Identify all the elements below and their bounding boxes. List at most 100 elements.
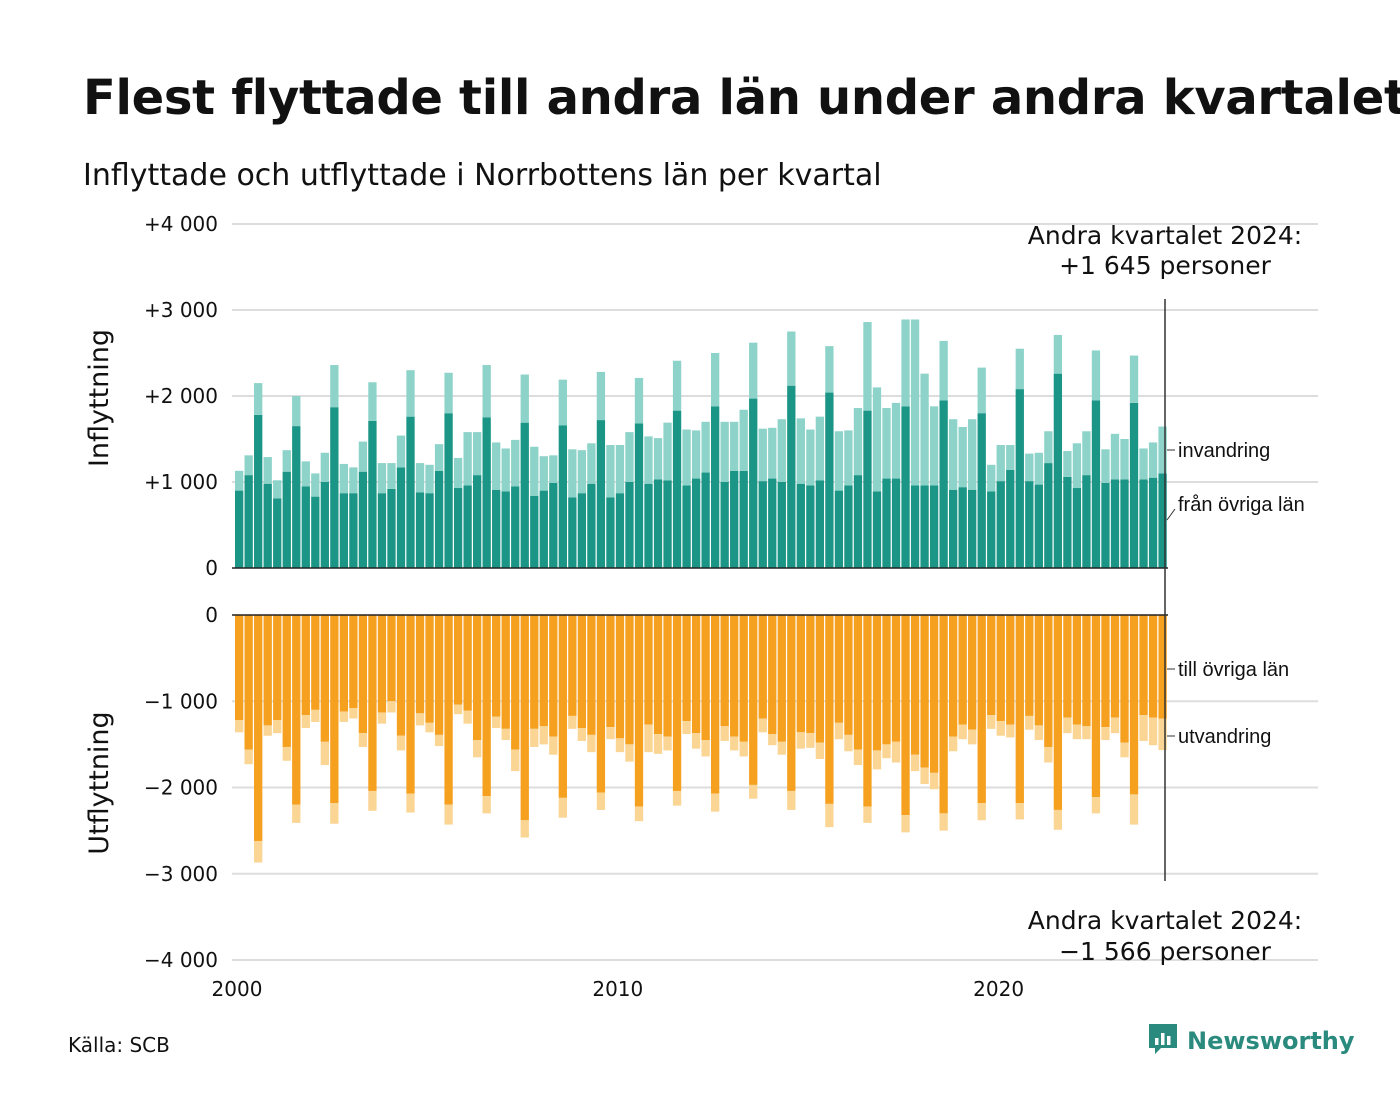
bar-utvandring xyxy=(273,720,282,734)
bar-fran-ovriga-lan xyxy=(263,483,272,568)
bar-till-ovriga-lan xyxy=(235,615,244,721)
bar-utvandring xyxy=(787,790,796,810)
bar-invandring xyxy=(615,445,625,494)
bar-invandring xyxy=(1025,453,1034,482)
bar-utvandring xyxy=(406,793,415,813)
bar-fran-ovriga-lan xyxy=(473,475,482,568)
utflyttning-bars xyxy=(235,615,1167,863)
bar-utvandring xyxy=(968,729,977,745)
bar-invandring xyxy=(739,409,748,471)
bar-till-ovriga-lan xyxy=(539,615,548,727)
bar-invandring xyxy=(910,319,920,486)
bar-invandring xyxy=(1129,355,1139,403)
bar-utvandring xyxy=(682,721,691,735)
bar-fran-ovriga-lan xyxy=(434,470,444,568)
bar-invandring xyxy=(282,450,291,472)
bar-fran-ovriga-lan xyxy=(358,471,368,568)
bar-till-ovriga-lan xyxy=(929,615,939,773)
bar-till-ovriga-lan xyxy=(968,615,977,730)
bar-utvandring xyxy=(292,804,301,823)
bar-till-ovriga-lan xyxy=(625,615,634,745)
bar-till-ovriga-lan xyxy=(701,615,710,741)
bar-utvandring xyxy=(358,733,368,747)
bar-fran-ovriga-lan xyxy=(453,488,463,568)
bar-utvandring xyxy=(996,721,1005,736)
bar-invandring xyxy=(558,379,567,426)
bar-invandring xyxy=(929,406,939,486)
bar-invandring xyxy=(577,450,587,494)
bar-utvandring xyxy=(254,840,263,863)
bar-fran-ovriga-lan xyxy=(806,485,815,568)
bar-fran-ovriga-lan xyxy=(1129,402,1139,568)
bar-till-ovriga-lan xyxy=(996,615,1005,722)
bar-till-ovriga-lan xyxy=(987,615,996,716)
bar-invandring xyxy=(834,431,844,491)
bar-invandring xyxy=(606,445,615,498)
bar-fran-ovriga-lan xyxy=(1091,400,1101,568)
bar-utvandring xyxy=(330,803,339,824)
bar-invandring xyxy=(1120,439,1129,480)
bar-invandring xyxy=(653,438,663,480)
bar-invandring xyxy=(625,432,634,482)
bar-fran-ovriga-lan xyxy=(596,420,606,568)
bar-invandring xyxy=(492,442,501,490)
axes xyxy=(232,567,1168,616)
bar-till-ovriga-lan xyxy=(473,615,482,741)
inflyttning-annotation-line1: Andra kvartalet 2024: xyxy=(1028,221,1302,250)
bar-fran-ovriga-lan xyxy=(1101,482,1110,568)
bar-fran-ovriga-lan xyxy=(568,497,577,568)
bar-invandring xyxy=(1044,431,1053,464)
bar-fran-ovriga-lan xyxy=(444,413,453,568)
bar-till-ovriga-lan xyxy=(872,615,882,751)
bar-utvandring xyxy=(1072,724,1082,740)
bar-invandring xyxy=(320,452,329,482)
bar-invandring xyxy=(987,464,996,492)
bar-till-ovriga-lan xyxy=(1072,615,1082,725)
bar-fran-ovriga-lan xyxy=(949,489,958,568)
bar-fran-ovriga-lan xyxy=(853,475,863,568)
bar-fran-ovriga-lan xyxy=(711,406,720,568)
bar-fran-ovriga-lan xyxy=(492,489,501,568)
bar-utvandring xyxy=(396,735,406,751)
bar-utvandring xyxy=(777,741,786,755)
bar-utvandring xyxy=(863,806,872,823)
bar-till-ovriga-lan xyxy=(653,615,663,735)
bar-fran-ovriga-lan xyxy=(996,481,1005,568)
bar-utvandring xyxy=(634,806,644,822)
bar-fran-ovriga-lan xyxy=(768,478,777,568)
bar-utvandring xyxy=(301,715,310,728)
bar-invandring xyxy=(749,342,758,399)
bar-till-ovriga-lan xyxy=(682,615,691,722)
bar-till-ovriga-lan xyxy=(596,615,606,793)
bar-invandring xyxy=(349,467,358,494)
bar-fran-ovriga-lan xyxy=(825,392,834,568)
bar-invandring xyxy=(920,373,929,486)
bar-invandring xyxy=(949,419,958,490)
bar-fran-ovriga-lan xyxy=(1139,479,1148,568)
bar-fran-ovriga-lan xyxy=(349,493,358,568)
bar-fran-ovriga-lan xyxy=(939,400,948,568)
bar-till-ovriga-lan xyxy=(1148,615,1158,718)
bar-invandring xyxy=(273,480,282,499)
bar-till-ovriga-lan xyxy=(482,615,491,797)
bar-till-ovriga-lan xyxy=(691,615,701,734)
bar-till-ovriga-lan xyxy=(834,615,844,723)
bar-till-ovriga-lan xyxy=(577,615,587,728)
bar-utvandring xyxy=(463,710,472,724)
bar-till-ovriga-lan xyxy=(377,615,387,713)
bar-utvandring xyxy=(453,704,463,715)
bar-fran-ovriga-lan xyxy=(415,492,425,568)
bar-utvandring xyxy=(568,715,577,729)
bar-till-ovriga-lan xyxy=(949,615,958,737)
bar-till-ovriga-lan xyxy=(415,615,425,714)
bar-utvandring xyxy=(749,784,758,799)
bar-fran-ovriga-lan xyxy=(273,498,282,568)
bar-utvandring xyxy=(1053,809,1063,830)
bar-fran-ovriga-lan xyxy=(1063,476,1072,568)
bar-utvandring xyxy=(1139,715,1148,741)
bar-till-ovriga-lan xyxy=(891,615,901,742)
bar-utvandring xyxy=(244,749,253,765)
bar-fran-ovriga-lan xyxy=(615,493,625,568)
bar-fran-ovriga-lan xyxy=(368,420,377,568)
bar-utvandring xyxy=(1158,718,1167,751)
